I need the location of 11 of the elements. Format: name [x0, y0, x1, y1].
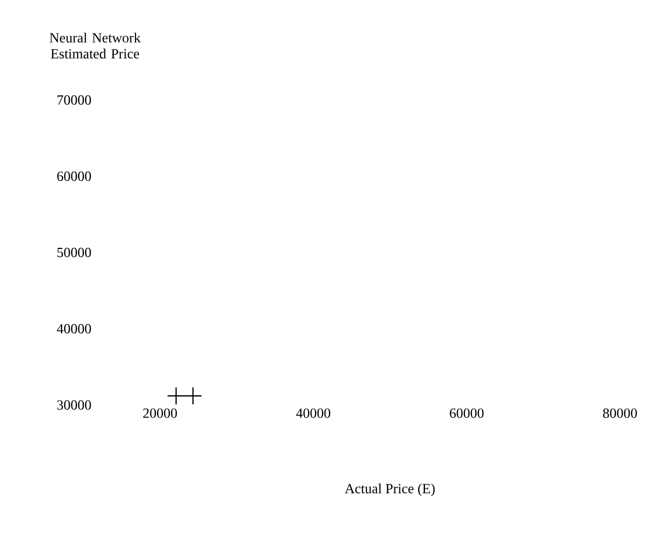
y-tick-label: 40000 — [56, 324, 91, 334]
y-tick-label: 70000 — [58, 95, 91, 105]
y-tick-label: 50000 — [57, 248, 91, 258]
x-tick-label: 40000 — [296, 408, 330, 418]
y-tick-label: 60000 — [57, 172, 91, 181]
x-tick-label: 80000 — [603, 408, 637, 418]
y-tick-label: 30000 — [57, 400, 91, 410]
x-axis-title: Actual Price (E) — [344, 484, 435, 496]
x-tick-label: 60000 — [450, 408, 484, 418]
x-tick-label: 20000 — [143, 408, 177, 418]
y-axis-title: Neural Network Estimated Price — [50, 32, 141, 58]
